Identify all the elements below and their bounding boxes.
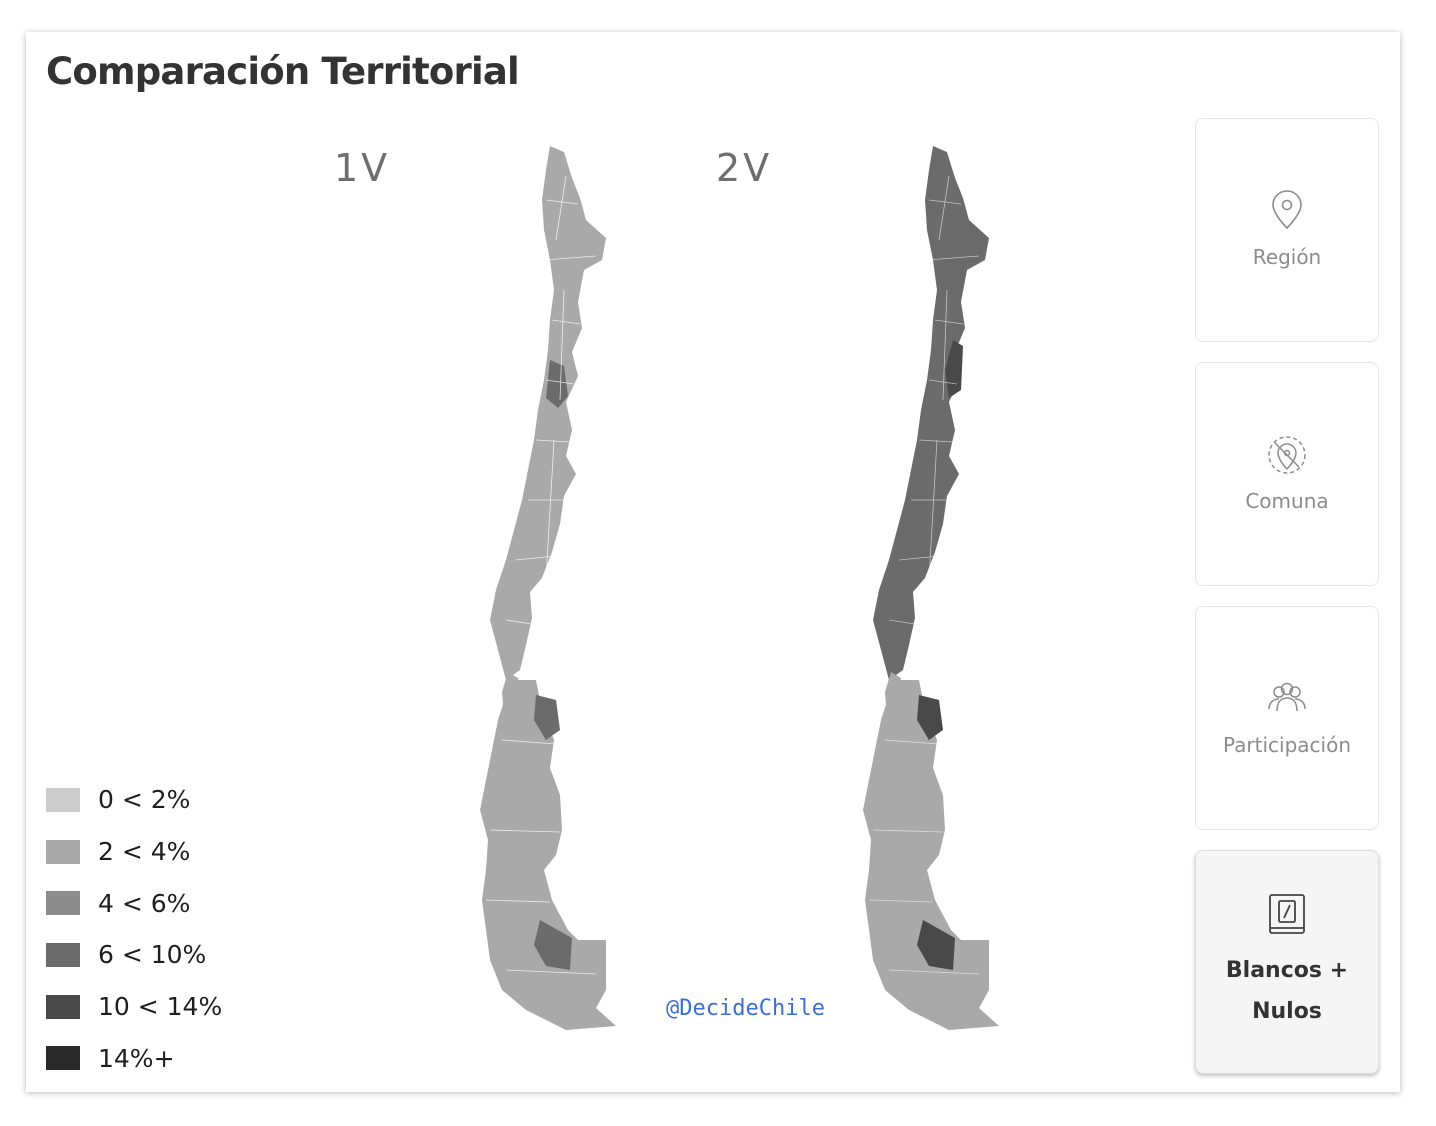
legend-label: 6 < 10% (98, 940, 207, 970)
map-mainland (873, 146, 989, 680)
region-button-label: Región (1252, 245, 1322, 269)
legend-swatch (46, 942, 80, 967)
legend-item: 6 < 10% (46, 929, 222, 981)
legend: 0 < 2% 2 < 4% 4 < 6% 6 < 10% 10 < 14% 14… (46, 774, 222, 1084)
map-regions (863, 146, 999, 1030)
map-island-chiloe (502, 672, 518, 718)
legend-swatch (46, 891, 80, 916)
chile-map-1v[interactable] (446, 140, 646, 1030)
map-label-2v: 2V (716, 146, 773, 190)
map-accent-aysen (534, 695, 560, 740)
map-accent-north (945, 340, 963, 398)
chile-map-2v[interactable] (829, 140, 1029, 1030)
map-tierra-del-fuego (576, 940, 606, 990)
legend-item: 10 < 14% (46, 981, 222, 1033)
comuna-button-label: Comuna (1245, 489, 1329, 513)
map-borders (868, 175, 980, 975)
legend-item: 0 < 2% (46, 774, 222, 826)
map-label-1v: 1V (334, 146, 391, 190)
legend-swatch (46, 787, 80, 812)
map-island-chiloe (885, 672, 901, 718)
map-tierra-del-fuego (959, 940, 989, 990)
map-accent-magallanes (917, 920, 955, 970)
legend-label: 10 < 14% (98, 992, 223, 1022)
legend-label: 14%+ (98, 1043, 175, 1073)
map-mainland (490, 146, 606, 680)
legend-label: 4 < 6% (98, 888, 191, 918)
location-cancel-icon (1268, 436, 1306, 474)
legend-swatch (46, 839, 80, 864)
metric-selector: Región Comuna Participación (1195, 118, 1381, 1094)
people-group-icon (1268, 682, 1306, 712)
comuna-button[interactable]: Comuna (1195, 362, 1379, 586)
legend-swatch (46, 1046, 80, 1071)
blancos-nulos-button-label: Blancos + Nulos (1225, 958, 1349, 1024)
map-accent-magallanes (534, 920, 572, 970)
participacion-button[interactable]: Participación (1195, 606, 1379, 830)
watermark: @DecideChile (666, 996, 825, 1021)
legend-item: 2 < 4% (46, 826, 222, 878)
legend-swatch (46, 994, 80, 1019)
map-borders (485, 175, 597, 975)
legend-item: 14%+ (46, 1032, 222, 1084)
legend-item: 4 < 6% (46, 877, 222, 929)
territorial-comparison-card: Comparación Territorial 1V 2V (26, 32, 1400, 1092)
map-accent-aysen (917, 695, 943, 740)
legend-label: 0 < 2% (98, 785, 191, 815)
ballot-icon (1269, 894, 1305, 934)
region-button[interactable]: Región (1195, 118, 1379, 342)
map-regions (480, 146, 616, 1030)
participacion-button-label: Participación (1222, 733, 1351, 757)
page-title: Comparación Territorial (46, 50, 520, 93)
map-accent-north (546, 360, 568, 408)
map-pin-icon (1272, 190, 1302, 229)
legend-label: 2 < 4% (98, 837, 191, 867)
blancos-nulos-button[interactable]: Blancos + Nulos (1195, 850, 1379, 1074)
